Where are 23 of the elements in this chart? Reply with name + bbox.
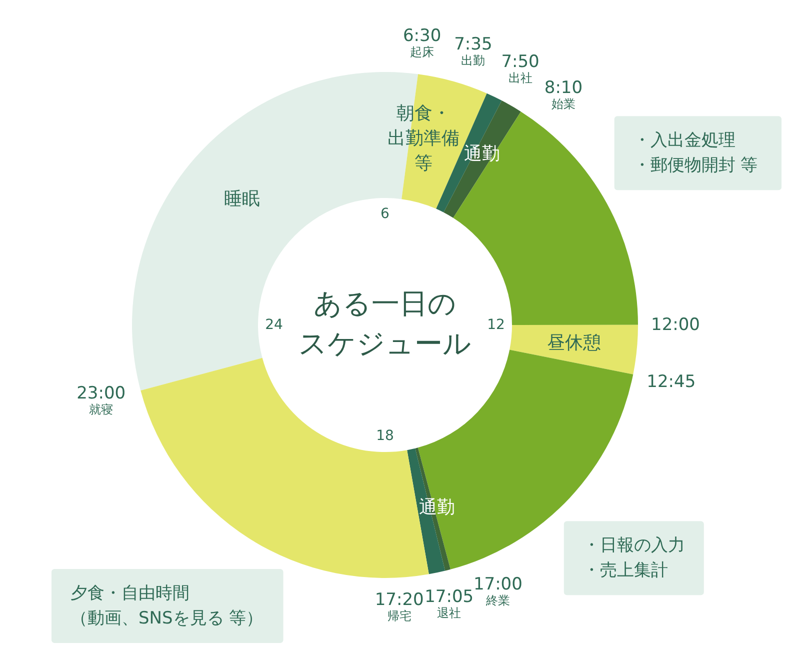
donut-slice [510, 324, 638, 374]
slice-label: ・入出金処理・郵便物開封 等 [633, 130, 758, 176]
text: 6:30 起床 [402, 26, 442, 59]
text: 17:20 帰宅 [374, 590, 424, 623]
slice-label: 通勤 [418, 496, 455, 518]
text: 17:05 退社 [424, 587, 474, 620]
text: ある一日のスケジュール [298, 287, 472, 360]
text: 12:45 [646, 372, 696, 392]
slice-label: 睡眠 [224, 188, 260, 210]
text: 24 [265, 317, 283, 333]
text: 7:50 出社 [501, 52, 540, 85]
text: 18 [376, 428, 394, 444]
text: 17:00 終業 [473, 574, 522, 608]
text: 12 [487, 317, 505, 333]
slice-label: 夕食・自由時間（動画、SNSを見る 等） [70, 584, 264, 628]
slice-label: ・日報の入力・売上集計 [582, 536, 685, 581]
text: 6 [380, 206, 390, 222]
slice-label: 昼休憩 [547, 332, 602, 354]
text: 7:35 出勤 [454, 34, 492, 68]
text: 12:00 [651, 314, 700, 335]
slice-label: 通勤 [464, 144, 500, 165]
text: 23:00 就寝 [76, 384, 126, 417]
text: 8:10 始業 [544, 78, 583, 112]
